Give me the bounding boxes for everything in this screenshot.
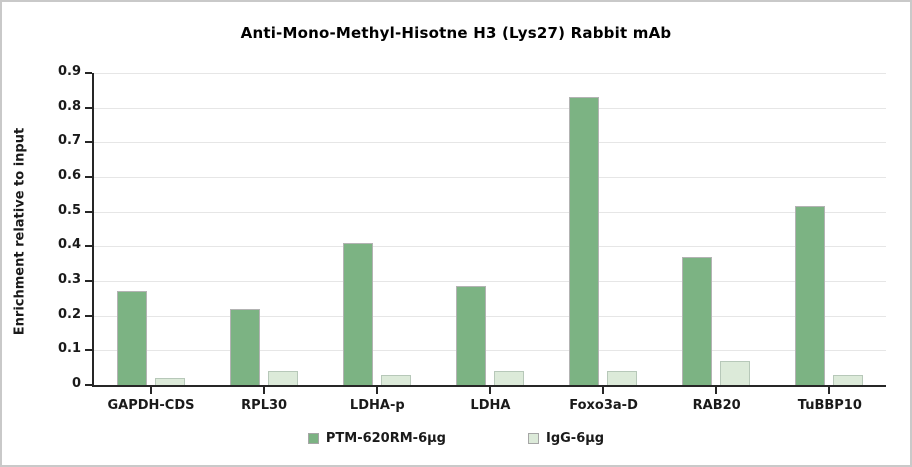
bar-IgG-6µg-TuBBP10 (833, 375, 864, 385)
y-tick-mark (85, 210, 92, 213)
y-tick-label: 0.2 (57, 306, 81, 322)
y-tick-label: 0.4 (57, 237, 81, 253)
gridline (94, 177, 886, 178)
bar-IgG-6µg-RPL30 (267, 371, 298, 385)
x-category-label: RAB20 (692, 398, 741, 413)
bar-PTM-620RM-6µg-GAPDH-CDS (116, 291, 147, 385)
x-tick-mark (375, 387, 378, 394)
chart-title: Anti-Mono-Methyl-Hisotne H3 (Lys27) Rabb… (240, 24, 672, 42)
legend-swatch-icon (307, 433, 319, 444)
x-tick-mark (715, 387, 718, 394)
y-tick-mark (85, 72, 92, 74)
x-tick-mark (149, 387, 152, 394)
bar-IgG-6µg-LDHA-p (380, 375, 411, 385)
legend-swatch-icon (527, 433, 539, 444)
gridline (94, 281, 886, 282)
y-tick-mark (85, 384, 92, 386)
bar-PTM-620RM-6µg-LDHA-p (342, 243, 373, 385)
y-tick-mark (85, 349, 92, 352)
x-category-label: TuBBP10 (797, 398, 862, 413)
legend-item-PTM-620RM-6µg: PTM-620RM-6µg (307, 431, 446, 446)
y-tick-mark (85, 141, 92, 144)
gridline (94, 315, 886, 317)
x-category-label: LDHA-p (349, 398, 405, 413)
bar-PTM-620RM-6µg-RAB20 (682, 257, 713, 385)
y-tick-label: 0.3 (57, 272, 81, 287)
y-tick-label: 0.7 (57, 133, 81, 149)
x-category-label: LDHA (470, 398, 511, 413)
plot-area (92, 73, 886, 387)
x-tick-mark (602, 387, 605, 394)
legend-label: PTM-620RM-6µg (325, 431, 446, 446)
y-tick-label: 0 (71, 376, 81, 391)
y-tick-mark (85, 280, 92, 282)
bar-IgG-6µg-RAB20 (720, 361, 751, 385)
x-tick-mark (828, 387, 831, 394)
gridline (94, 73, 886, 74)
legend-label: IgG-6µg (545, 431, 605, 446)
legend-item-IgG-6µg: IgG-6µg (527, 431, 605, 446)
y-axis-title: Enrichment relative to input (12, 127, 28, 336)
bar-PTM-620RM-6µg-Foxo3a-D (569, 97, 600, 385)
gridline (94, 107, 886, 109)
legend: PTM-620RM-6µg IgG-6µg (2, 431, 910, 446)
gridline (94, 246, 886, 248)
gridline (94, 142, 886, 144)
gridline (94, 211, 886, 213)
bar-IgG-6µg-LDHA (494, 371, 524, 385)
y-tick-mark (85, 314, 92, 317)
bar-IgG-6µg-GAPDH-CDS (154, 378, 185, 385)
y-tick-mark (85, 245, 92, 248)
x-category-label: GAPDH-CDS (107, 398, 195, 413)
y-tick-label: 0.6 (57, 168, 81, 183)
bar-IgG-6µg-Foxo3a-D (607, 371, 638, 385)
y-tick-label: 0.8 (57, 98, 81, 114)
y-tick-mark (85, 176, 92, 178)
bar-PTM-620RM-6µg-RPL30 (229, 309, 260, 385)
gridline (94, 350, 886, 352)
y-tick-label: 0.9 (57, 64, 81, 79)
x-tick-mark (262, 387, 265, 394)
x-category-label: RPL30 (241, 398, 288, 413)
y-tick-label: 0.1 (57, 341, 81, 357)
bar-PTM-620RM-6µg-LDHA (456, 286, 486, 385)
x-tick-mark (489, 387, 491, 394)
y-tick-mark (85, 106, 92, 109)
bar-PTM-620RM-6µg-TuBBP10 (795, 206, 826, 385)
x-category-label: Foxo3a-D (569, 398, 638, 413)
y-tick-label: 0.5 (57, 202, 81, 218)
